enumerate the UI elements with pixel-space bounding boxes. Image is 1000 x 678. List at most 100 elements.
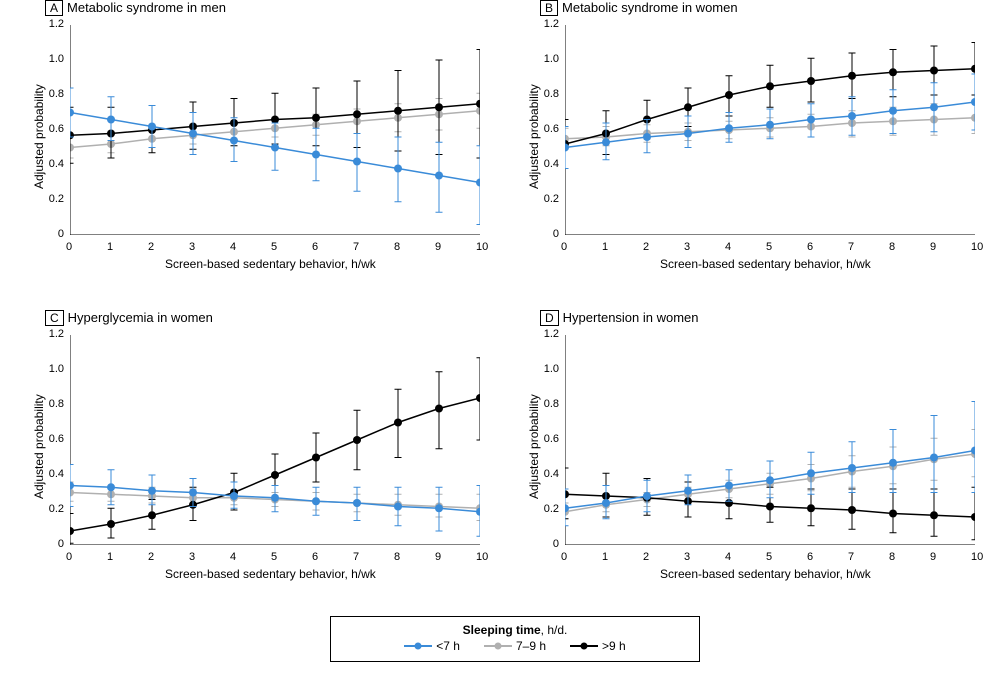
panel-C: CHyperglycemia in women 0 0.2 0.4 0.6 0.8 1.0 1… (15, 310, 505, 600)
panel-letter: C (45, 310, 64, 326)
legend-label: <7 h (436, 639, 460, 653)
y-tick-label: 0 (58, 228, 64, 240)
x-tick-label: 8 (394, 551, 400, 563)
x-tick-label: 4 (725, 551, 731, 563)
x-tick-label: 3 (684, 241, 690, 253)
y-axis-label: Adjusted probability (527, 394, 541, 499)
x-tick-label: 1 (107, 241, 113, 253)
y-tick-label: 0.2 (49, 193, 64, 205)
legend-box: Sleeping time, h/d. <7 h 7–9 h >9 h (330, 616, 700, 662)
y-tick-label: 1.0 (544, 363, 559, 375)
y-axis-label: Adjusted probability (32, 84, 46, 189)
y-tick-label: 0.6 (544, 433, 559, 445)
plot-svg (565, 25, 975, 235)
x-tick-label: 0 (66, 241, 72, 253)
y-tick-label: 0.4 (544, 468, 559, 480)
legend-item: <7 h (404, 639, 460, 653)
legend-swatch (484, 645, 512, 647)
x-axis-label: Screen-based sedentary behavior, h/wk (660, 567, 871, 581)
x-tick-label: 4 (230, 241, 236, 253)
plot-svg (565, 335, 975, 545)
x-tick-label: 0 (66, 551, 72, 563)
x-tick-label: 7 (848, 551, 854, 563)
panel-letter: B (540, 0, 558, 16)
x-tick-label: 7 (353, 551, 359, 563)
y-tick-label: 1.0 (49, 363, 64, 375)
y-tick-label: 0.8 (544, 88, 559, 100)
x-tick-label: 8 (889, 241, 895, 253)
x-axis-label: Screen-based sedentary behavior, h/wk (660, 257, 871, 271)
x-tick-label: 6 (312, 241, 318, 253)
x-tick-label: 10 (971, 241, 983, 253)
panel-title-text: Metabolic syndrome in women (562, 0, 738, 15)
x-tick-label: 8 (889, 551, 895, 563)
panel-title-text: Hypertension in women (563, 310, 699, 325)
plot-svg (70, 25, 480, 235)
y-tick-label: 1.2 (49, 18, 64, 30)
y-axis-label: Adjusted probability (527, 84, 541, 189)
y-tick-label: 0.4 (544, 158, 559, 170)
x-tick-label: 4 (230, 551, 236, 563)
y-tick-label: 0.6 (544, 123, 559, 135)
x-tick-label: 2 (643, 241, 649, 253)
y-tick-label: 0.2 (544, 193, 559, 205)
y-tick-label: 0.4 (49, 468, 64, 480)
panel-title: A Metabolic syndrome in men (45, 0, 226, 16)
legend-title-bold: Sleeping time (463, 623, 541, 637)
panel-letter: A (45, 0, 63, 16)
panel-title: CHyperglycemia in women (45, 310, 213, 326)
x-tick-label: 4 (725, 241, 731, 253)
y-tick-label: 0.2 (544, 503, 559, 515)
y-tick-label: 0.6 (49, 433, 64, 445)
x-tick-label: 1 (602, 551, 608, 563)
y-tick-label: 0.2 (49, 503, 64, 515)
x-tick-label: 2 (643, 551, 649, 563)
panel-D: D Hypertension in women 0 0.2 0.4 0.6 0.8 1.0 1.… (510, 310, 1000, 600)
x-tick-label: 1 (602, 241, 608, 253)
x-tick-label: 2 (148, 551, 154, 563)
x-tick-label: 5 (766, 241, 772, 253)
y-tick-label: 0 (553, 538, 559, 550)
legend-item: 7–9 h (484, 639, 546, 653)
y-tick-label: 0 (58, 538, 64, 550)
x-tick-label: 5 (766, 551, 772, 563)
figure-root: A Metabolic syndrome in men 0 0.2 0.4 0.6 0.8 1… (0, 0, 1000, 678)
x-tick-label: 0 (561, 241, 567, 253)
panel-title: B Metabolic syndrome in women (540, 0, 738, 16)
legend-label: >9 h (602, 639, 626, 653)
plot-svg (70, 335, 480, 545)
x-tick-label: 10 (476, 241, 488, 253)
panel-A: AMetabolic syndrome in men00.20.40.60.81… (15, 0, 505, 290)
panel-title: D Hypertension in women (540, 310, 699, 326)
panel-letter: D (540, 310, 559, 326)
x-tick-label: 10 (476, 551, 488, 563)
y-tick-label: 1.0 (49, 53, 64, 65)
x-tick-label: 7 (353, 241, 359, 253)
legend-title: Sleeping time, h/d. (345, 623, 685, 637)
y-tick-label: 0.8 (49, 88, 64, 100)
x-tick-label: 8 (394, 241, 400, 253)
x-tick-label: 3 (684, 551, 690, 563)
x-tick-label: 0 (561, 551, 567, 563)
y-axis-label: Adjusted probability (32, 394, 46, 499)
legend-swatch (570, 645, 598, 647)
x-tick-label: 3 (189, 241, 195, 253)
panel-B: B Metabolic syndrome in women 0 0.2 0.4 0.6 0.… (510, 0, 1000, 290)
y-tick-label: 1.2 (544, 18, 559, 30)
x-axis-label: Screen-based sedentary behavior, h/wk (165, 257, 376, 271)
y-tick-label: 0.8 (544, 398, 559, 410)
x-tick-label: 3 (189, 551, 195, 563)
y-tick-label: 1.2 (544, 328, 559, 340)
y-tick-label: 0.8 (49, 398, 64, 410)
x-tick-label: 2 (148, 241, 154, 253)
x-tick-label: 9 (435, 241, 441, 253)
x-tick-label: 6 (807, 551, 813, 563)
panel-title-text: Metabolic syndrome in men (67, 0, 226, 15)
x-tick-label: 5 (271, 241, 277, 253)
x-tick-label: 10 (971, 551, 983, 563)
x-tick-label: 6 (807, 241, 813, 253)
x-tick-label: 9 (930, 551, 936, 563)
legend-label: 7–9 h (516, 639, 546, 653)
legend-title-rest: , h/d. (541, 623, 568, 637)
legend-item: >9 h (570, 639, 626, 653)
